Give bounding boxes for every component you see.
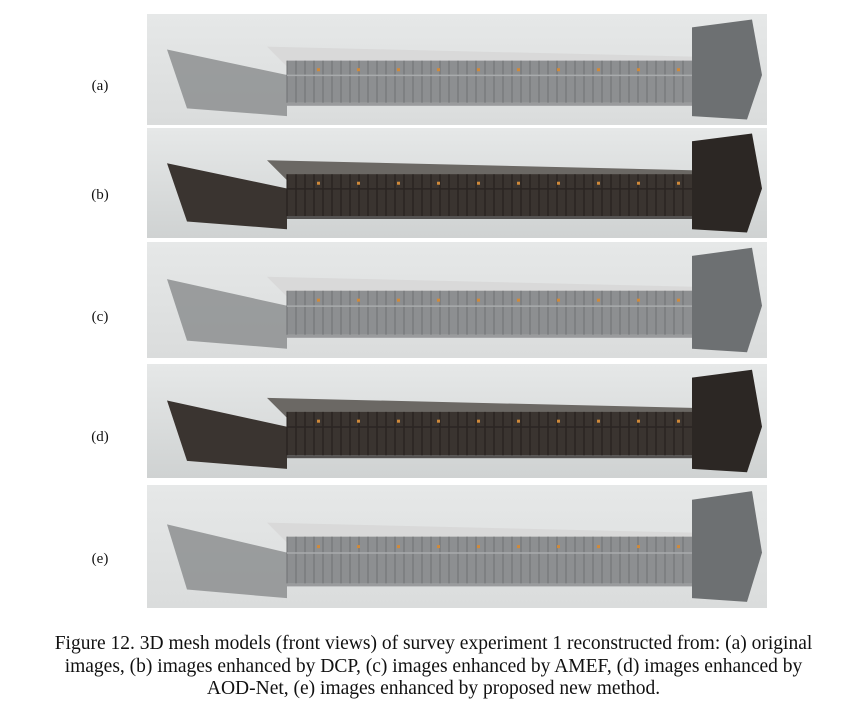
panel-label-d: (d): [91, 429, 109, 445]
panel-row-a: (a): [0, 14, 867, 125]
caption-line: AOD-Net, (e) images enhanced by proposed…: [206, 678, 661, 699]
mesh-image-b: [147, 128, 767, 238]
panel-label-c: (c): [91, 309, 109, 325]
panel-label-b: (b): [91, 187, 109, 203]
mesh-image-d: [147, 364, 767, 478]
caption-line: Figure 12. 3D mesh models (front views) …: [54, 633, 813, 654]
mesh-panel-b: [147, 128, 767, 238]
panel-row-e: (e): [0, 485, 867, 608]
mesh-panel-d: [147, 364, 767, 478]
mesh-panel-c: [147, 242, 767, 358]
mesh-panel-e: [147, 485, 767, 608]
mesh-image-e: [147, 485, 767, 608]
panel-row-d: (d): [0, 364, 867, 478]
mesh-image-c: [147, 242, 767, 358]
panel-row-b: (b): [0, 128, 867, 238]
mesh-image-a: [147, 14, 767, 125]
panel-label-a: (a): [91, 78, 109, 94]
mesh-panel-a: [147, 14, 767, 125]
caption-line: images, (b) images enhanced by DCP, (c) …: [64, 655, 803, 677]
figure-caption: Figure 12. 3D mesh models (front views) …: [0, 633, 867, 701]
panel-label-e: (e): [91, 551, 109, 567]
panel-row-c: (c): [0, 242, 867, 358]
